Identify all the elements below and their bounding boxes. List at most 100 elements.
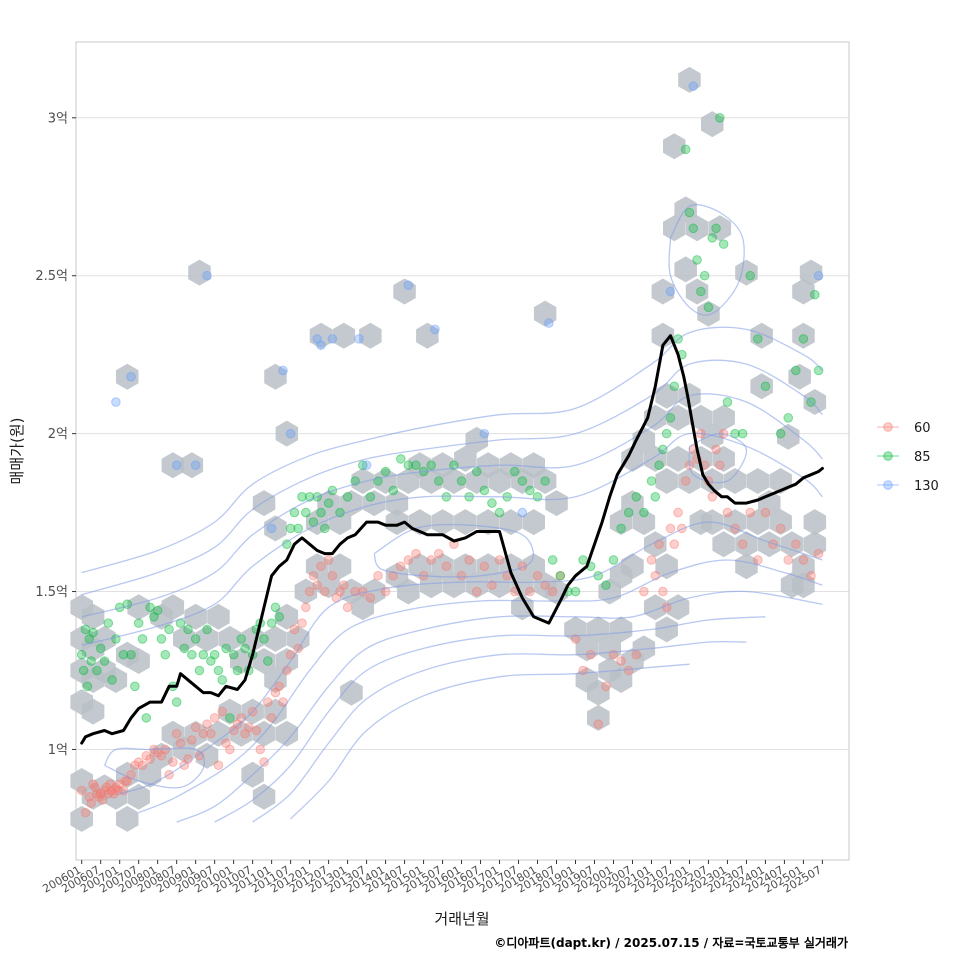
data-point-60 [130,760,140,771]
legend-label: 60 [914,421,931,436]
data-point-60 [753,555,763,565]
data-point-85 [88,627,98,638]
data-point-85 [426,460,436,471]
data-point-85 [357,460,368,471]
data-point-85 [133,618,144,628]
hexbin [188,259,211,286]
data-point-85 [240,643,250,654]
hexbin [780,531,804,558]
data-point-85 [395,454,406,464]
data-point-85 [187,649,197,660]
hexbin [116,363,139,390]
data-point-60 [365,593,376,603]
data-point-85 [411,460,421,471]
point-layer [76,81,824,818]
data-point-130 [403,280,414,290]
data-point-130 [813,270,824,281]
hexbin [476,553,500,580]
data-point-60 [593,719,604,729]
data-point-85 [669,381,680,392]
density-contour [252,640,747,823]
data-point-85 [316,507,326,518]
data-point-85 [202,624,212,635]
data-point-85 [259,634,269,644]
hexbin [431,553,454,580]
hexbin [689,404,713,431]
data-point-85 [206,656,216,666]
data-point-60 [232,719,243,729]
data-point-60 [658,586,668,597]
data-point-60 [137,760,148,771]
data-point-85 [320,523,330,534]
hexbin [792,278,815,305]
data-point-85 [555,570,566,581]
data-point-85 [160,649,171,660]
hexbin [792,322,815,349]
data-point-85 [471,466,482,477]
hexbin [609,667,633,693]
data-point-60 [111,782,121,793]
data-point-60 [555,570,566,581]
density-contour [81,326,823,574]
data-point-60 [316,561,326,572]
data-point-60 [737,539,748,549]
data-point-60 [141,750,152,761]
data-point-85 [263,656,273,666]
data-point-60 [570,634,581,644]
data-point-85 [76,649,87,660]
data-point-85 [449,460,459,471]
data-point-85 [270,602,281,613]
hexbin [758,531,781,558]
hexbin [655,616,678,643]
hexbin [408,553,431,580]
data-point-60 [99,785,110,796]
data-point-85 [684,207,695,218]
data-point-60 [88,779,98,790]
hexbin [294,578,318,605]
legend-key-point [883,451,893,461]
data-point-60 [225,744,235,755]
hexbin [264,363,287,390]
hexbin [374,468,397,494]
hexbin [419,572,443,599]
data-point-60 [357,586,368,597]
data-point-85 [80,624,91,635]
hexbin [788,363,811,390]
y-tick-label: 2.5억 [35,269,68,284]
density-contour [138,559,823,814]
data-point-85 [791,365,801,376]
data-point-60 [93,792,104,802]
hexbin [332,322,356,349]
data-point-85 [209,649,220,660]
data-point-130 [111,397,121,407]
hexbin [663,133,686,160]
hexbin [351,468,374,494]
data-point-60 [783,555,794,565]
data-point-85 [152,605,163,616]
data-point-60 [680,476,691,486]
hexbin [305,509,329,536]
hexbin [777,423,800,450]
data-point-85 [365,491,376,502]
density-contour [103,747,206,789]
hexbin [712,445,735,472]
hexbin [454,445,477,472]
hexbin [678,468,701,494]
data-point-85 [103,618,114,628]
data-point-60 [92,788,102,799]
data-point-85 [479,485,490,496]
data-point-60 [251,725,262,736]
data-point-60 [244,722,254,733]
data-point-85 [616,523,626,534]
hexbin [621,553,644,580]
data-point-85 [703,302,714,313]
data-point-85 [403,460,414,471]
y-tick-label: 1.5억 [35,585,68,600]
data-point-85 [650,491,661,502]
hexbin [685,278,709,305]
data-point-60 [202,719,212,729]
data-point-60 [585,649,596,660]
data-point-85 [665,413,676,423]
data-point-85 [487,498,497,508]
